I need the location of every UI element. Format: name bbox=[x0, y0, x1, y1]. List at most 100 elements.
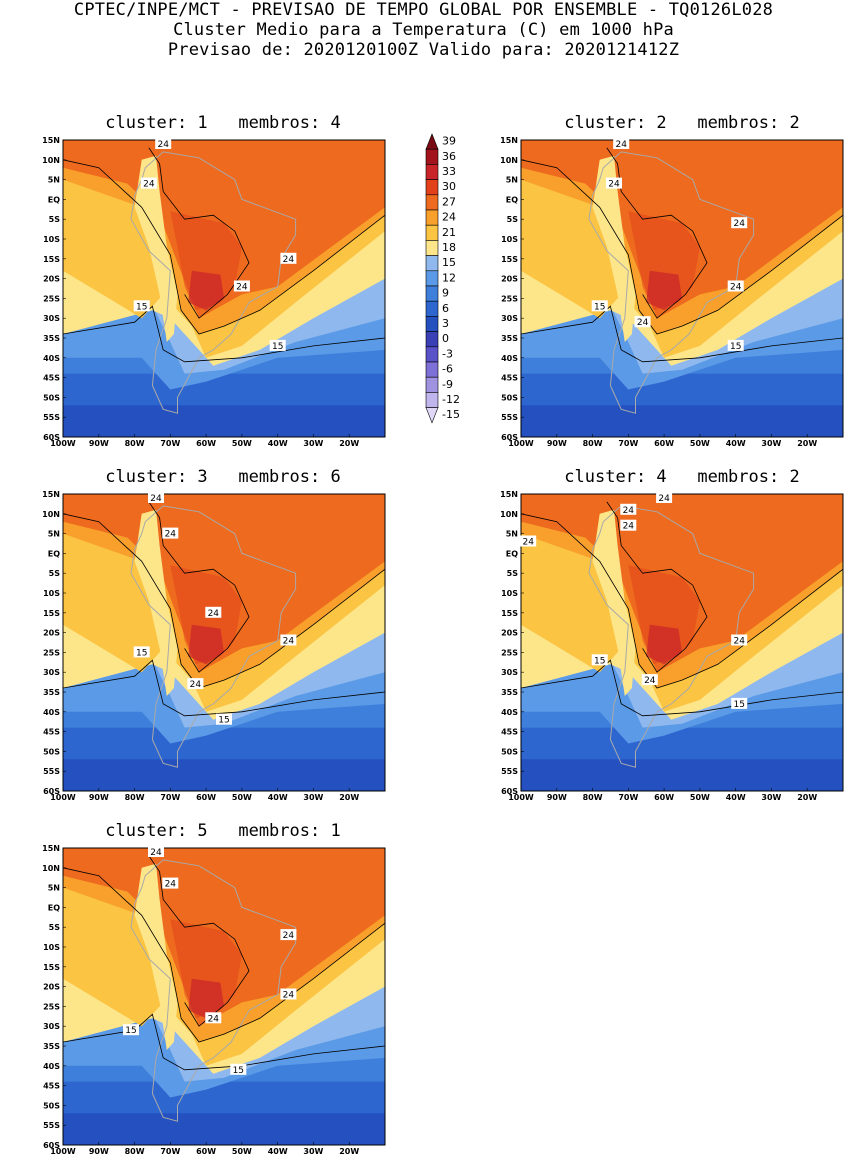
temperature-peak bbox=[188, 624, 224, 665]
temperature-band-red bbox=[628, 211, 700, 311]
lat-tick-label: 45S bbox=[501, 728, 518, 737]
colorbar-label: 18 bbox=[442, 241, 456, 254]
lon-tick-label: 90W bbox=[547, 793, 567, 802]
contour-label-box bbox=[613, 138, 630, 149]
colorbar-label: 0 bbox=[442, 332, 449, 345]
colorbar-swatch bbox=[425, 361, 439, 378]
lon-tick-label: 80W bbox=[125, 793, 145, 802]
lat-tick-label: 50S bbox=[501, 393, 518, 402]
map-frame bbox=[62, 847, 386, 1146]
contour-label-box bbox=[280, 252, 297, 264]
lat-tick-label: 15N bbox=[500, 490, 518, 499]
lat-tick-label: 60S bbox=[43, 1141, 60, 1150]
contour-label: 24 bbox=[283, 991, 295, 1001]
coastline bbox=[130, 505, 297, 768]
colorbar-swatch bbox=[425, 240, 439, 256]
colorbar-swatch bbox=[425, 331, 439, 348]
contour-label: 24 bbox=[283, 255, 295, 265]
colorbar-label: 21 bbox=[442, 226, 456, 239]
lat-tick-label: 50S bbox=[43, 393, 60, 402]
temperature-peak bbox=[188, 270, 224, 311]
contour-label-box bbox=[641, 674, 658, 686]
contour-label: 24 bbox=[165, 530, 177, 540]
lat-tick-label: 10S bbox=[43, 235, 60, 244]
lat-tick-label: 5N bbox=[506, 176, 518, 185]
lat-tick-label: 25S bbox=[43, 1002, 60, 1011]
contour-24-inner bbox=[148, 147, 250, 319]
contour-15 bbox=[521, 305, 843, 363]
andes-cool-band bbox=[134, 155, 178, 342]
andes-cool-band bbox=[592, 155, 636, 342]
temperature-band-red bbox=[170, 919, 242, 1019]
lat-tick-label: 40S bbox=[43, 354, 60, 363]
lat-tick-label: 35S bbox=[43, 1042, 60, 1051]
colorbar-swatch bbox=[425, 255, 439, 272]
panel-title-1: cluster: 1 membros: 4 bbox=[105, 113, 341, 133]
colorbar-label: 27 bbox=[442, 195, 456, 208]
lat-tick-label: 30S bbox=[43, 314, 60, 323]
lat-tick-label: 45S bbox=[501, 374, 518, 383]
contour-label-box bbox=[280, 988, 297, 1000]
lon-tick-label: 40W bbox=[726, 439, 746, 448]
contour-label-box bbox=[140, 177, 157, 189]
contour-label: 24 bbox=[730, 283, 742, 293]
lat-tick-label: EQ bbox=[48, 549, 60, 558]
lat-tick-label: 15N bbox=[500, 136, 518, 145]
colorbar-label: 6 bbox=[442, 302, 449, 315]
contour-label: 15 bbox=[730, 342, 741, 352]
lat-tick-label: 45S bbox=[43, 374, 60, 383]
contour-label: 24 bbox=[208, 609, 220, 619]
contour-label-box bbox=[280, 929, 297, 941]
lat-tick-label: EQ bbox=[48, 195, 60, 204]
panel-title-2: cluster: 2 membros: 2 bbox=[564, 113, 800, 133]
panel-title-4: cluster: 4 membros: 2 bbox=[564, 467, 800, 487]
colorbar-swatch bbox=[425, 285, 439, 302]
lon-tick-label: 80W bbox=[125, 439, 145, 448]
lon-tick-label: 50W bbox=[690, 793, 710, 802]
lat-tick-label: 35S bbox=[501, 334, 518, 343]
contour-label-box bbox=[520, 535, 537, 547]
panel-title-5: cluster: 5 membros: 1 bbox=[105, 821, 341, 841]
contour-label: 24 bbox=[143, 180, 155, 190]
map-frame bbox=[62, 139, 386, 438]
lat-tick-label: 25S bbox=[501, 648, 518, 657]
lon-tick-label: 60W bbox=[196, 1147, 216, 1156]
contour-label-box bbox=[205, 1012, 222, 1024]
lat-tick-label: 20S bbox=[43, 629, 60, 638]
lon-tick-label: 40W bbox=[268, 439, 288, 448]
lat-tick-label: 60S bbox=[501, 433, 518, 442]
contour-label: 24 bbox=[283, 637, 295, 647]
contour-label-box bbox=[727, 280, 744, 292]
lat-tick-label: 45S bbox=[43, 728, 60, 737]
lon-tick-label: 100W bbox=[50, 1147, 76, 1156]
contour-24 bbox=[63, 159, 385, 335]
lon-tick-label: 50W bbox=[232, 793, 252, 802]
lon-tick-label: 70W bbox=[160, 439, 180, 448]
colorbar-label: -6 bbox=[442, 363, 453, 376]
lon-tick-label: 80W bbox=[583, 439, 603, 448]
contour-label: 24 bbox=[165, 880, 177, 890]
contour-label: 24 bbox=[157, 140, 169, 150]
chart-subtitle: Cluster Medio para a Temperatura (C) em … bbox=[173, 20, 674, 40]
colorbar-swatch bbox=[425, 194, 439, 211]
coastline bbox=[130, 859, 297, 1122]
lat-tick-label: 50S bbox=[43, 747, 60, 756]
lon-tick-label: 100W bbox=[508, 793, 534, 802]
contour-label: 24 bbox=[208, 1014, 220, 1024]
contour-label: 15 bbox=[733, 700, 744, 710]
contour-label-box bbox=[162, 527, 179, 539]
lat-tick-label: 40S bbox=[43, 1062, 60, 1071]
andes-cool-band bbox=[592, 509, 636, 696]
colorbar-label: 9 bbox=[442, 287, 449, 300]
lat-tick-label: 45S bbox=[43, 1082, 60, 1091]
colorbar-label: 12 bbox=[442, 271, 456, 284]
chart-title: CPTEC/INPE/MCT - PREVISAO DE TEMPO GLOBA… bbox=[73, 0, 774, 20]
lon-tick-label: 40W bbox=[726, 793, 746, 802]
contour-label: 24 bbox=[644, 676, 656, 686]
lat-tick-label: 10S bbox=[43, 589, 60, 598]
lon-tick-label: 50W bbox=[232, 439, 252, 448]
contour-label-box bbox=[731, 634, 748, 646]
colorbar-label: -3 bbox=[442, 347, 453, 360]
lon-tick-label: 40W bbox=[268, 793, 288, 802]
lon-tick-label: 60W bbox=[196, 793, 216, 802]
